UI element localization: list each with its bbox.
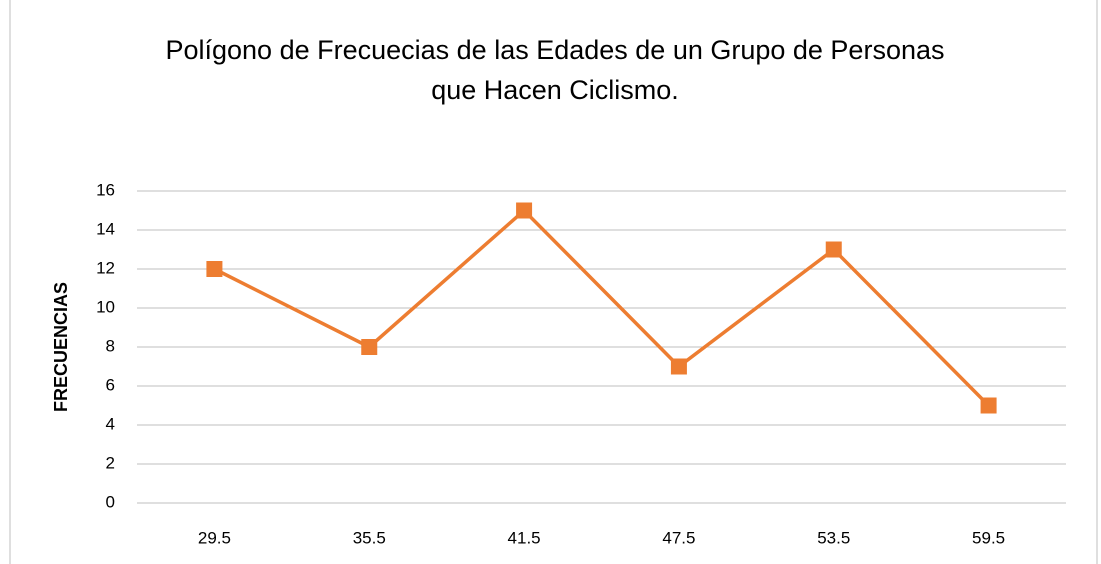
y-tick-label: 6 <box>106 375 115 394</box>
y-tick-label: 8 <box>106 336 115 355</box>
y-tick-label: 12 <box>96 258 115 277</box>
x-tick-label: 35.5 <box>353 528 386 547</box>
marker <box>825 241 842 258</box>
x-tick-label: 41.5 <box>508 528 541 547</box>
y-tick-label: 14 <box>96 219 115 238</box>
x-tick-label: 53.5 <box>817 528 850 547</box>
x-tick-label: 47.5 <box>662 528 695 547</box>
marker <box>206 261 223 277</box>
marker <box>516 202 533 219</box>
y-tick-label: 4 <box>106 414 115 433</box>
chart-title: Polígono de Frecuecias de las Edades de … <box>165 35 945 105</box>
y-axis-label: FRECUENCIAS <box>51 282 71 412</box>
x-tick-label: 59.5 <box>972 528 1005 547</box>
y-tick-label: 10 <box>96 297 115 316</box>
chart-border <box>9 0 1098 564</box>
marker <box>361 339 378 355</box>
x-tick-label: 29.5 <box>198 528 231 547</box>
y-tick-label: 16 <box>96 180 115 199</box>
y-tick-label: 0 <box>106 492 115 511</box>
marker <box>980 397 997 414</box>
line <box>213 208 990 407</box>
y-tick-label: 2 <box>106 453 115 472</box>
marker <box>670 358 687 375</box>
